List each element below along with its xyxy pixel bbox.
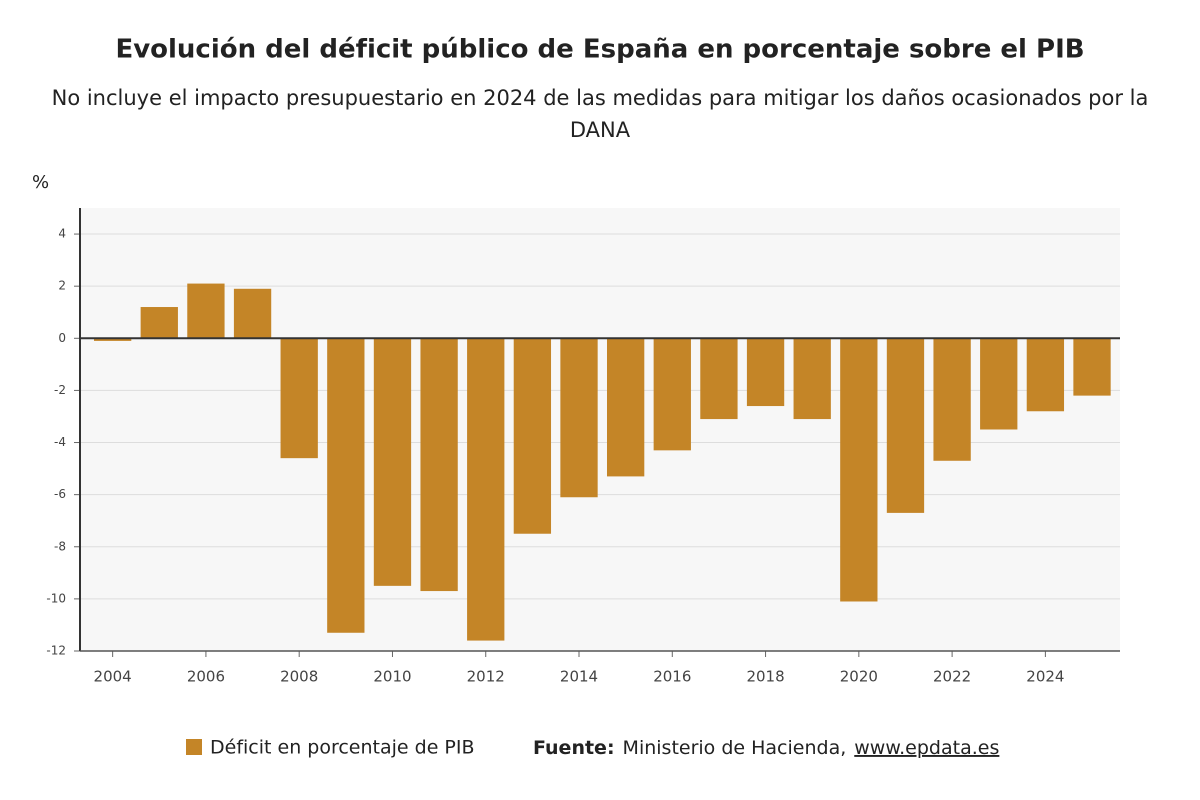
source-name: Ministerio de Hacienda, [623, 737, 847, 759]
bar [187, 283, 225, 339]
chart-subtitle: No incluye el impacto presupuestario en … [51, 86, 1149, 142]
bar [840, 338, 878, 602]
bar [1073, 338, 1111, 396]
y-tick-label: -10 [46, 591, 66, 605]
bar [933, 338, 971, 461]
y-tick-label: -12 [46, 644, 66, 658]
bar [93, 338, 132, 341]
legend-swatch [186, 739, 202, 755]
y-tick-label: -8 [54, 539, 66, 553]
x-tick-label: 2020 [840, 668, 878, 686]
bar [980, 338, 1018, 430]
x-tick-label: 2004 [94, 668, 132, 686]
x-tick-label: 2018 [746, 668, 784, 686]
bar [327, 338, 365, 633]
bar [373, 338, 412, 586]
bar [1026, 338, 1065, 412]
bar [467, 338, 505, 641]
x-tick-label: 2016 [653, 668, 691, 686]
chart-title: Evolución del déficit público de España … [115, 35, 1084, 65]
bar [746, 338, 785, 407]
subtitle-box: No incluye el impacto presupuestario en … [51, 86, 1149, 142]
bar [606, 338, 645, 477]
y-tick-label: 4 [58, 227, 66, 241]
bar [140, 307, 178, 339]
bar [653, 338, 691, 451]
bar [280, 338, 318, 459]
bar [700, 338, 738, 420]
y-tick-label: -4 [54, 435, 66, 449]
bar [886, 338, 925, 513]
x-tick-label: 2010 [373, 668, 411, 686]
source-link[interactable]: www.epdata.es [854, 737, 999, 759]
bar [560, 338, 598, 498]
x-tick-label: 2012 [467, 668, 505, 686]
y-tick-label: 2 [58, 279, 66, 293]
legend-label: Déficit en porcentaje de PIB [210, 737, 475, 759]
y-axis-label: % [32, 172, 49, 193]
bar [233, 288, 272, 339]
x-tick-label: 2022 [933, 668, 971, 686]
x-tick-label: 2024 [1026, 668, 1064, 686]
source-label: Fuente: [533, 737, 615, 759]
y-tick-label: 0 [58, 331, 66, 345]
y-tick-label: -6 [54, 487, 66, 501]
source-text: Fuente: Ministerio de Hacienda, www.epdata… [533, 737, 999, 759]
bar [513, 338, 552, 534]
bar [420, 338, 458, 592]
x-tick-label: 2006 [187, 668, 225, 686]
bar [793, 338, 831, 420]
x-tick-label: 2008 [280, 668, 318, 686]
y-tick-label: -2 [54, 383, 66, 397]
x-tick-label: 2014 [560, 668, 598, 686]
footer: Déficit en porcentaje de PIB Fuente: Minis… [186, 737, 999, 759]
